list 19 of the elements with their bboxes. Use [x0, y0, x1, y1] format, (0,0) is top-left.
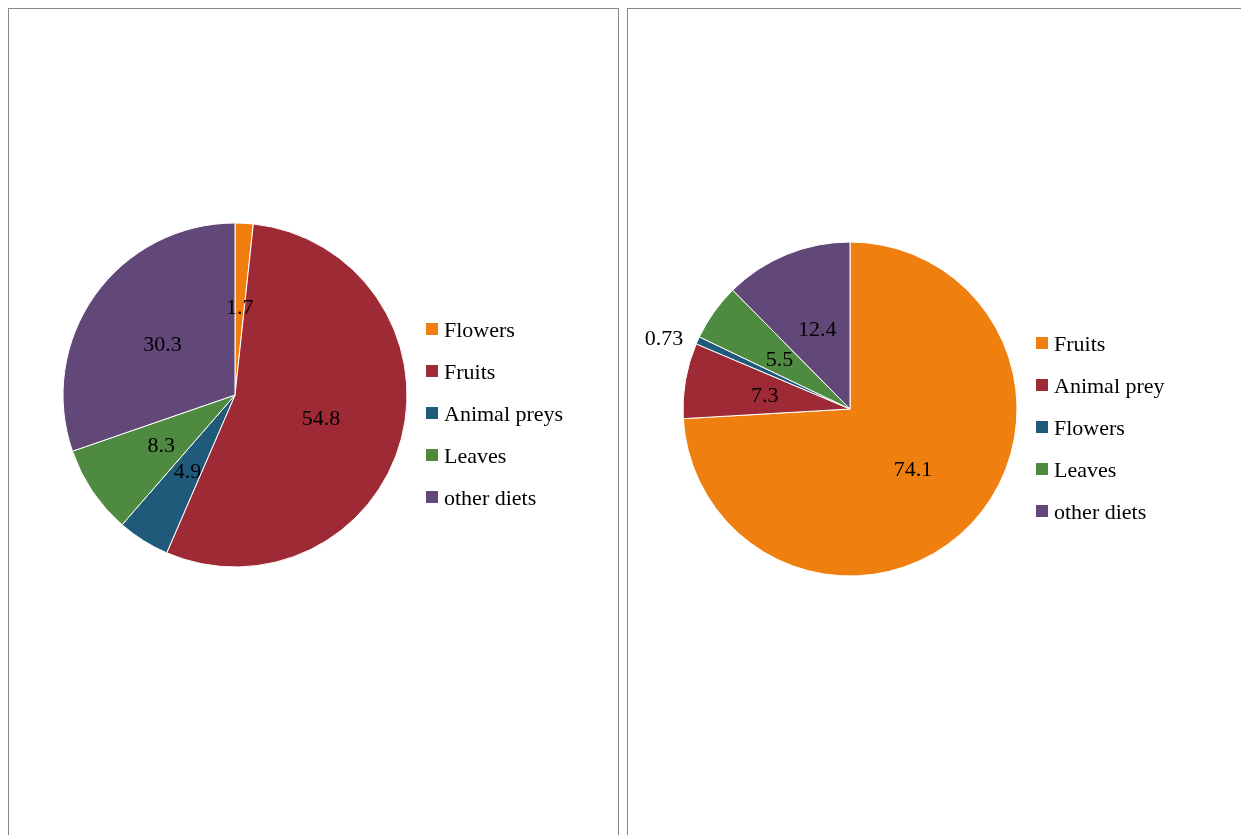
data-label: 30.3	[143, 330, 182, 356]
data-label: 8.3	[147, 432, 175, 458]
data-label: 7.3	[751, 381, 779, 407]
legend-label: Leaves	[1054, 456, 1117, 482]
legend-label: Leaves	[444, 442, 507, 468]
legend-label: Animal preys	[444, 400, 564, 426]
data-label: 54.8	[301, 405, 341, 431]
data-label: 74.1	[893, 455, 933, 481]
legend-label: other diets	[444, 484, 537, 510]
legend-label: other diets	[1054, 498, 1147, 524]
data-label: 12.4	[797, 316, 837, 342]
data-label: 0.73	[644, 325, 684, 351]
data-label: 5.5	[765, 346, 794, 372]
legend-label: Fruits	[444, 358, 496, 384]
legend-label: Fruits	[1054, 330, 1106, 356]
legend-label: Animal prey	[1054, 372, 1165, 398]
data-label: 4.9	[173, 457, 202, 483]
legend-label: Flowers	[1054, 414, 1125, 440]
legend-label: Flowers	[444, 316, 515, 342]
